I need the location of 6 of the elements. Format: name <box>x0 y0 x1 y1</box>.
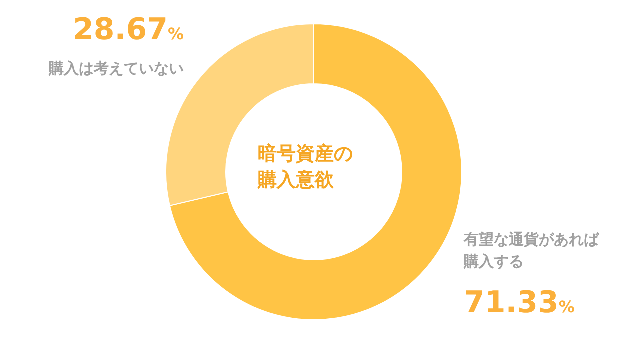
donut-slice <box>169 24 462 320</box>
data-label: 28.67% <box>73 12 184 48</box>
data-label: 71.33% <box>464 285 575 320</box>
text: 暗号資産の購入意欲 <box>257 143 353 191</box>
slice-label: 購入は考えていない <box>48 60 184 78</box>
slice-label: 有望な通貨があれば購入する <box>463 230 600 270</box>
